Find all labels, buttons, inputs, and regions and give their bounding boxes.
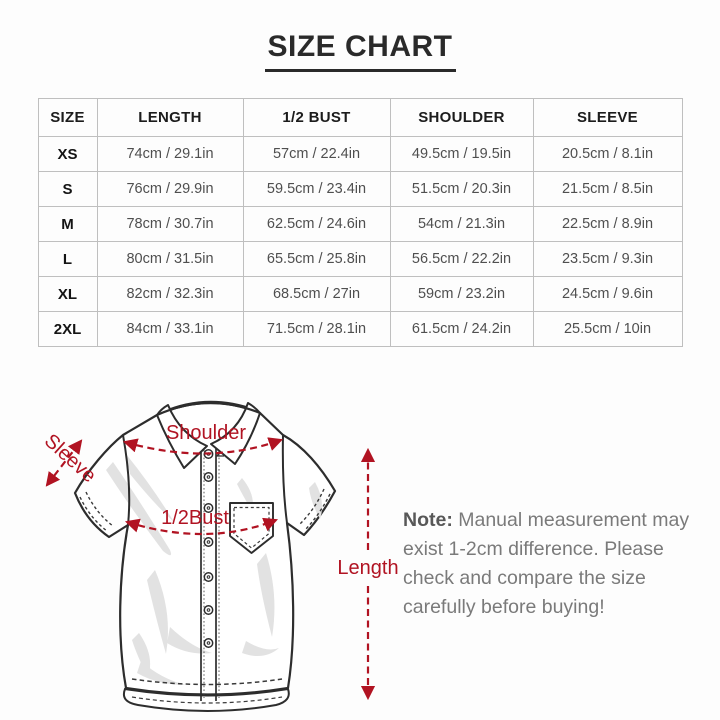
cell-shoulder: 56.5cm / 22.2in xyxy=(389,241,534,277)
cell-size: 2XL xyxy=(37,311,98,347)
half-bust-label: 1/2Bust xyxy=(161,507,229,529)
table-header-row: SIZE LENGTH 1/2 BUST SHOULDER SLEEVE xyxy=(37,98,683,137)
placket xyxy=(200,447,220,701)
cell-shoulder: 49.5cm / 19.5in xyxy=(389,136,534,172)
shirt-measurement-diagram: Shoulder 1/2Bust Sleeve Length xyxy=(20,390,405,720)
header: SIZE CHART xyxy=(0,0,720,72)
cell-sleeve: 24.5cm / 9.6in xyxy=(532,276,683,312)
cell-sleeve: 20.5cm / 8.1in xyxy=(532,136,683,172)
column-header-half-bust: 1/2 BUST xyxy=(242,98,391,137)
cell-half-bust: 59.5cm / 23.4in xyxy=(242,171,391,207)
table-row: S 76cm / 29.9in 59.5cm / 23.4in 51.5cm /… xyxy=(37,171,683,207)
cell-sleeve: 25.5cm / 10in xyxy=(532,311,683,347)
note-line: Note: Manual measurement may xyxy=(403,509,690,531)
cell-shoulder: 54cm / 21.3in xyxy=(389,206,534,242)
shirt-illustration: Shoulder 1/2Bust Sleeve Length xyxy=(40,400,399,712)
cell-shoulder: 59cm / 23.2in xyxy=(389,276,534,312)
hem-stitching xyxy=(131,678,283,686)
shoulder-label: Shoulder xyxy=(166,422,246,444)
cell-size: XL xyxy=(37,276,98,312)
note-line: carefully before buying! xyxy=(403,596,605,618)
length-label: Length xyxy=(337,557,398,579)
table-row: 2XL 84cm / 33.1in 71.5cm / 28.1in 61.5cm… xyxy=(37,311,683,347)
cell-shoulder: 51.5cm / 20.3in xyxy=(389,171,534,207)
cell-half-bust: 57cm / 22.4in xyxy=(242,136,391,172)
cell-length: 76cm / 29.9in xyxy=(96,171,244,207)
cell-shoulder: 61.5cm / 24.2in xyxy=(389,311,534,347)
cuff-stitching xyxy=(79,488,331,532)
cell-size: L xyxy=(37,241,98,277)
shoulder-arrow xyxy=(122,437,284,455)
cell-length: 82cm / 32.3in xyxy=(96,276,244,312)
cell-sleeve: 23.5cm / 9.3in xyxy=(532,241,683,277)
cell-length: 84cm / 33.1in xyxy=(96,311,244,347)
sleeve-label: Sleeve xyxy=(40,430,100,487)
cell-half-bust: 62.5cm / 24.6in xyxy=(242,206,391,242)
cell-length: 80cm / 31.5in xyxy=(96,241,244,277)
table-row: M 78cm / 30.7in 62.5cm / 24.6in 54cm / 2… xyxy=(37,206,683,242)
cell-size: XS xyxy=(37,136,98,172)
note-line: check and compare the size xyxy=(403,567,646,589)
cell-length: 74cm / 29.1in xyxy=(96,136,244,172)
sleeve-arrow xyxy=(45,439,83,487)
page-title: SIZE CHART xyxy=(264,30,456,72)
cell-half-bust: 68.5cm / 27in xyxy=(242,276,391,312)
table-row: XS 74cm / 29.1in 57cm / 22.4in 49.5cm / … xyxy=(37,136,683,172)
note-label: Note: xyxy=(403,509,453,531)
cell-sleeve: 21.5cm / 8.5in xyxy=(532,171,683,207)
cell-length: 78cm / 30.7in xyxy=(96,206,244,242)
size-chart-table: SIZE LENGTH 1/2 BUST SHOULDER SLEEVE XS … xyxy=(37,98,683,347)
note-line: exist 1-2cm difference. Please xyxy=(403,538,664,560)
cell-size: S xyxy=(37,171,98,207)
cell-size: M xyxy=(37,206,98,242)
cell-sleeve: 22.5cm / 8.9in xyxy=(532,206,683,242)
note-text: Note: Manual measurement may exist 1-2cm… xyxy=(403,506,695,622)
hem-band-stitching xyxy=(131,696,283,704)
table-row: L 80cm / 31.5in 65.5cm / 25.8in 56.5cm /… xyxy=(37,241,683,277)
column-header-size: SIZE xyxy=(37,98,98,137)
cell-half-bust: 71.5cm / 28.1in xyxy=(242,311,391,347)
buttons xyxy=(203,447,225,648)
column-header-length: LENGTH xyxy=(96,98,244,137)
cell-half-bust: 65.5cm / 25.8in xyxy=(242,241,391,277)
column-header-shoulder: SHOULDER xyxy=(389,98,534,137)
column-header-sleeve: SLEEVE xyxy=(532,98,683,137)
table-row: XL 82cm / 32.3in 68.5cm / 27in 59cm / 23… xyxy=(37,276,683,312)
